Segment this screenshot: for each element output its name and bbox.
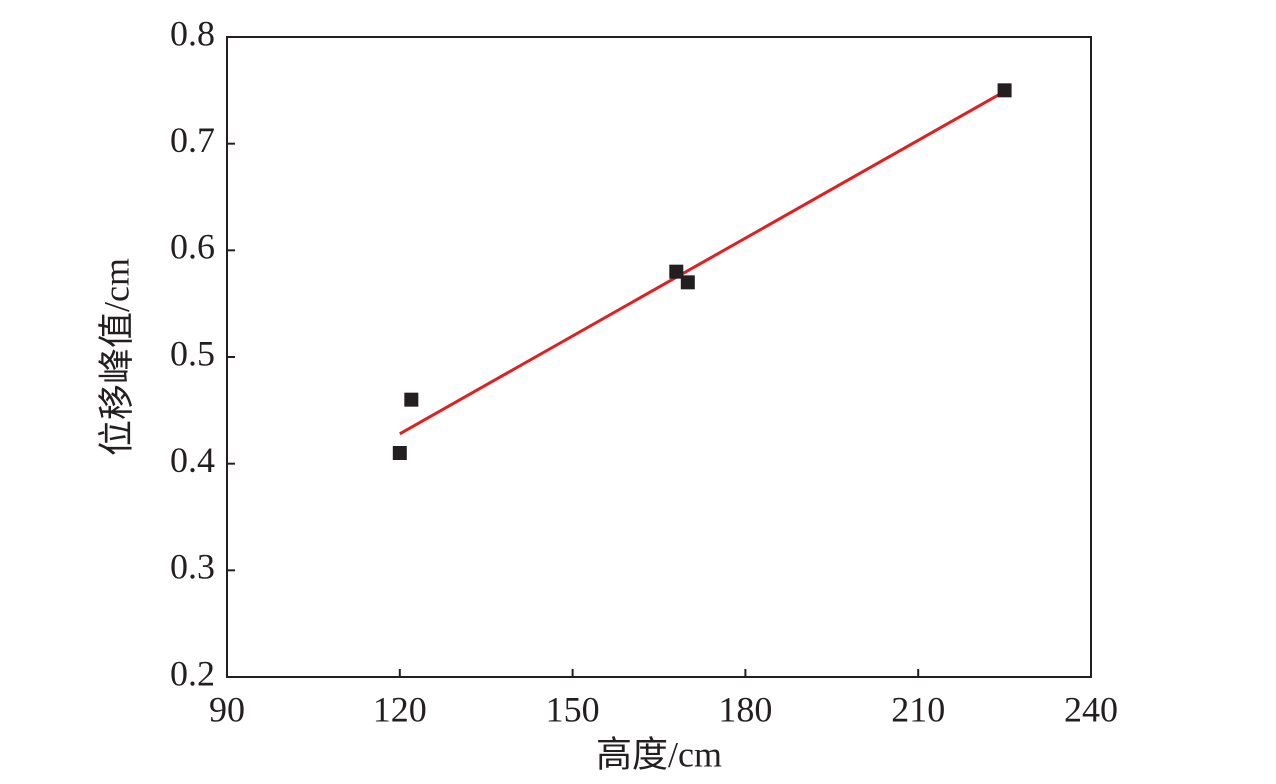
x-axis-label: 高度/cm [596,734,722,774]
y-axis-label: 位移峰值/cm [96,258,136,456]
fit-line [399,90,1006,436]
point [392,446,407,460]
x-tick-label: 120 [373,689,427,729]
x-tick-label: 180 [718,689,772,729]
y-tick-label: 0.8 [170,13,215,53]
y-tick-label: 0.4 [170,440,215,480]
x-tick-label: 150 [546,689,600,729]
x-tick-label: 240 [1064,689,1118,729]
point [404,392,419,407]
point [997,83,1012,98]
x-tick-label: 90 [209,689,245,729]
x-tick-label: 210 [891,689,945,729]
plot-frame [226,36,1092,678]
y-tick-label: 0.5 [170,333,215,373]
point [669,264,684,279]
point [680,275,695,290]
y-tick-label: 0.2 [170,653,215,693]
y-tick-label: 0.3 [170,547,215,587]
y-tick-label: 0.6 [170,227,215,267]
y-tick-label: 0.7 [170,120,215,160]
